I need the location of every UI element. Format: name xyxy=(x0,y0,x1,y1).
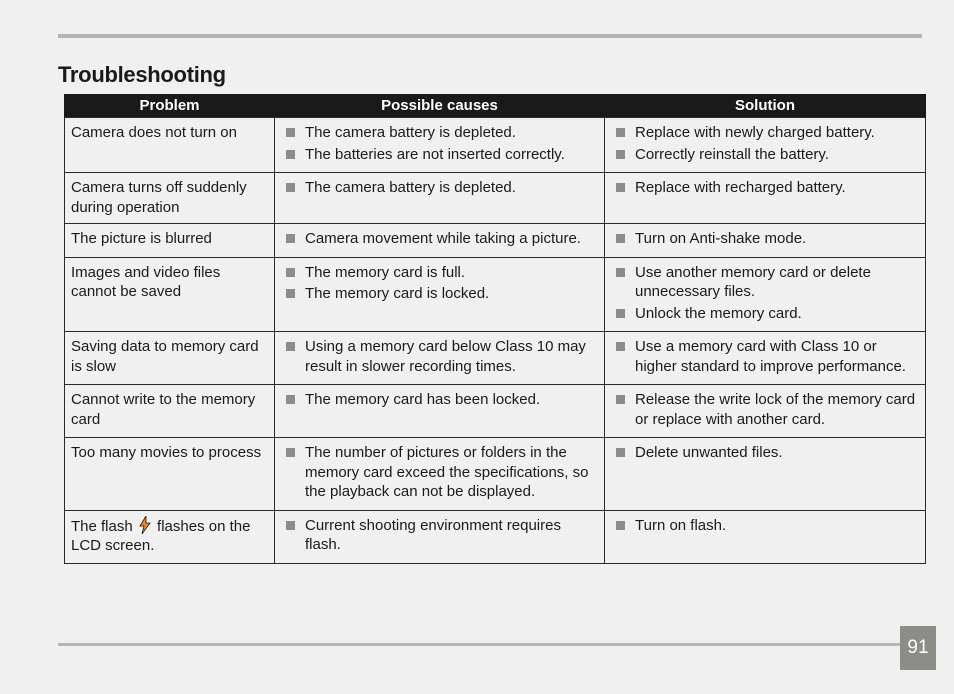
problem-cell: Cannot write to the memory card xyxy=(65,385,275,438)
solution-cell: Turn on Anti-shake mode. xyxy=(605,224,926,258)
solution-item: Turn on Anti-shake mode. xyxy=(613,229,917,249)
cause-item: Current shooting environment requires fl… xyxy=(283,516,596,555)
solution-cell: Release the write lock of the memory car… xyxy=(605,385,926,438)
problem-cell: Camera turns off suddenly during operati… xyxy=(65,173,275,224)
causes-cell: The memory card has been locked. xyxy=(275,385,605,438)
problem-cell: The flash flashes on the LCD screen. xyxy=(65,510,275,563)
top-rule xyxy=(58,34,922,38)
table-body: Camera does not turn on The camera batte… xyxy=(65,118,926,564)
cause-item: Camera movement while taking a picture. xyxy=(283,229,596,249)
causes-cell: Camera movement while taking a picture. xyxy=(275,224,605,258)
col-header-causes: Possible causes xyxy=(275,94,605,118)
table-header-row: Problem Possible causes Solution xyxy=(65,94,926,118)
causes-cell: The camera battery is depleted. The batt… xyxy=(275,118,605,173)
causes-cell: The number of pictures or folders in the… xyxy=(275,438,605,511)
table-row: Saving data to memory card is slow Using… xyxy=(65,332,926,385)
bottom-rule xyxy=(58,643,900,646)
col-header-problem: Problem xyxy=(65,94,275,118)
flash-icon xyxy=(138,516,152,534)
causes-cell: Current shooting environment requires fl… xyxy=(275,510,605,563)
manual-page: Troubleshooting Problem Possible causes … xyxy=(0,0,954,694)
solution-item: Use another memory card or delete unnece… xyxy=(613,263,917,302)
problem-cell: Images and video files cannot be saved xyxy=(65,257,275,332)
solution-cell: Delete unwanted files. xyxy=(605,438,926,511)
solution-item: Correctly reinstall the battery. xyxy=(613,145,917,165)
causes-cell: The camera battery is depleted. xyxy=(275,173,605,224)
causes-cell: The memory card is full. The memory card… xyxy=(275,257,605,332)
cause-item: The camera battery is depleted. xyxy=(283,178,596,198)
page-number: 91 xyxy=(900,626,936,670)
problem-cell: The picture is blurred xyxy=(65,224,275,258)
solution-cell: Replace with newly charged battery. Corr… xyxy=(605,118,926,173)
solution-item: Replace with newly charged battery. xyxy=(613,123,917,143)
solution-cell: Replace with recharged battery. xyxy=(605,173,926,224)
section-title: Troubleshooting xyxy=(58,62,226,88)
table-row: Cannot write to the memory card The memo… xyxy=(65,385,926,438)
solution-cell: Use a memory card with Class 10 or highe… xyxy=(605,332,926,385)
problem-cell: Camera does not turn on xyxy=(65,118,275,173)
cause-item: The batteries are not inserted correctly… xyxy=(283,145,596,165)
cause-item: Using a memory card below Class 10 may r… xyxy=(283,337,596,376)
cause-item: The memory card is full. xyxy=(283,263,596,283)
table-row: Too many movies to process The number of… xyxy=(65,438,926,511)
problem-cell: Too many movies to process xyxy=(65,438,275,511)
solution-cell: Use another memory card or delete unnece… xyxy=(605,257,926,332)
solution-item: Turn on flash. xyxy=(613,516,917,536)
problem-cell: Saving data to memory card is slow xyxy=(65,332,275,385)
causes-cell: Using a memory card below Class 10 may r… xyxy=(275,332,605,385)
table-row: The picture is blurred Camera movement w… xyxy=(65,224,926,258)
solution-item: Delete unwanted files. xyxy=(613,443,917,463)
cause-item: The camera battery is depleted. xyxy=(283,123,596,143)
solution-cell: Turn on flash. xyxy=(605,510,926,563)
solution-item: Replace with recharged battery. xyxy=(613,178,917,198)
cause-item: The memory card is locked. xyxy=(283,284,596,304)
problem-text-prefix: The flash xyxy=(71,518,137,535)
solution-item: Release the write lock of the memory car… xyxy=(613,390,917,429)
table-row: Camera turns off suddenly during operati… xyxy=(65,173,926,224)
table-row: The flash flashes on the LCD screen. Cur… xyxy=(65,510,926,563)
troubleshooting-table: Problem Possible causes Solution Camera … xyxy=(64,94,926,564)
table-row: Images and video files cannot be saved T… xyxy=(65,257,926,332)
solution-item: Unlock the memory card. xyxy=(613,304,917,324)
cause-item: The number of pictures or folders in the… xyxy=(283,443,596,502)
col-header-solution: Solution xyxy=(605,94,926,118)
solution-item: Use a memory card with Class 10 or highe… xyxy=(613,337,917,376)
table-row: Camera does not turn on The camera batte… xyxy=(65,118,926,173)
cause-item: The memory card has been locked. xyxy=(283,390,596,410)
